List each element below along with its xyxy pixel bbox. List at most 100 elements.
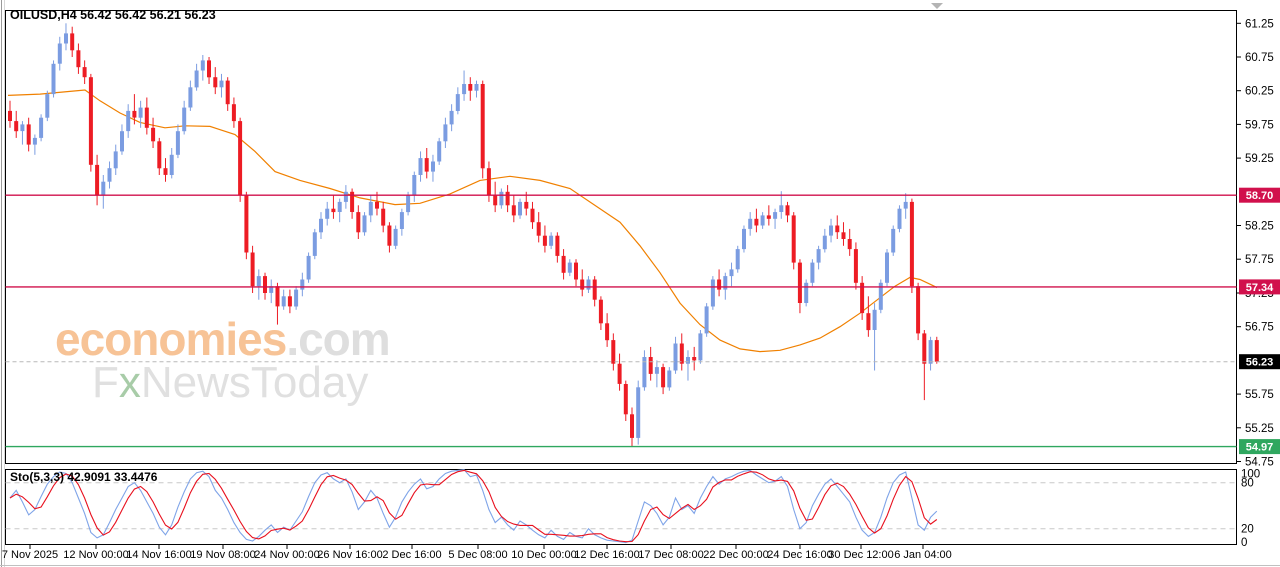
candle bbox=[213, 67, 218, 95]
candle bbox=[294, 286, 299, 310]
candle bbox=[710, 276, 715, 310]
candle bbox=[368, 195, 373, 223]
candle bbox=[126, 104, 131, 138]
candle bbox=[611, 333, 616, 371]
candle bbox=[343, 185, 348, 209]
svg-text:57.34: 57.34 bbox=[1246, 282, 1274, 294]
candle bbox=[518, 198, 522, 219]
stochastic-lines-layer bbox=[5, 469, 1237, 544]
candle bbox=[542, 225, 547, 253]
candle bbox=[325, 201, 330, 226]
horizontal-price-lines[interactable] bbox=[5, 194, 1237, 448]
candle bbox=[443, 117, 448, 148]
price-tick-label: 57.75 bbox=[1245, 254, 1274, 266]
candle bbox=[350, 188, 355, 219]
candle bbox=[244, 191, 249, 260]
price-axis[interactable]: 61.2560.7560.2559.7559.2558.2557.7557.25… bbox=[1237, 18, 1280, 469]
time-tick-label: 22 Dec 00:00 bbox=[703, 549, 768, 561]
candle bbox=[773, 208, 778, 229]
price-badge-58.70: 58.70 bbox=[1239, 187, 1280, 203]
candle bbox=[387, 222, 392, 253]
time-tick-label: 6 Jan 04:00 bbox=[894, 549, 952, 561]
price-tick-label: 55.75 bbox=[1245, 389, 1274, 401]
candle bbox=[26, 117, 31, 152]
price-badge-57.34: 57.34 bbox=[1239, 279, 1280, 295]
candle bbox=[642, 350, 647, 391]
candle bbox=[686, 350, 690, 381]
candle bbox=[623, 380, 628, 421]
main-chart-area[interactable] bbox=[5, 10, 1237, 464]
candle bbox=[816, 245, 821, 270]
candle bbox=[916, 282, 921, 341]
candle bbox=[437, 137, 442, 165]
candle bbox=[132, 94, 137, 125]
candle bbox=[704, 303, 709, 337]
candle bbox=[64, 23, 68, 51]
candle bbox=[661, 363, 666, 395]
candle bbox=[412, 171, 417, 202]
candle bbox=[14, 110, 19, 138]
time-tick-label: 19 Nov 08:00 bbox=[190, 549, 255, 561]
candle bbox=[163, 158, 168, 182]
candle bbox=[928, 336, 933, 371]
candle bbox=[934, 336, 939, 364]
candle bbox=[872, 303, 877, 371]
candle bbox=[742, 225, 746, 253]
candle bbox=[536, 212, 541, 243]
price-tick-label: 59.75 bbox=[1245, 119, 1274, 131]
candle bbox=[8, 100, 12, 128]
candle bbox=[698, 330, 703, 364]
stoch-axis-label: 100 bbox=[1241, 469, 1260, 481]
candle bbox=[717, 269, 722, 297]
candle bbox=[169, 148, 174, 179]
candle bbox=[175, 124, 180, 159]
candle bbox=[120, 124, 124, 155]
candle bbox=[431, 154, 435, 182]
stoch-d-line bbox=[9, 469, 938, 543]
candle bbox=[636, 380, 641, 445]
candles-layer bbox=[8, 23, 939, 447]
price-tick-label: 61.25 bbox=[1245, 18, 1274, 30]
candle bbox=[841, 222, 846, 246]
candle bbox=[231, 97, 236, 128]
time-tick-label: 30 Dec 12:00 bbox=[828, 549, 893, 561]
candle bbox=[45, 90, 50, 122]
candle bbox=[810, 259, 815, 287]
candle bbox=[567, 259, 572, 277]
candle bbox=[835, 215, 840, 239]
price-tick-label: 59.25 bbox=[1245, 153, 1274, 165]
price-tick-label: 56.75 bbox=[1245, 322, 1274, 334]
candle bbox=[530, 201, 535, 229]
moving-average-line bbox=[7, 89, 938, 353]
price-badge-54.97: 54.97 bbox=[1239, 439, 1280, 455]
candle bbox=[791, 212, 796, 270]
candle bbox=[748, 212, 753, 236]
candle bbox=[885, 249, 889, 287]
candle bbox=[474, 80, 479, 98]
candle bbox=[88, 73, 93, 172]
candle bbox=[207, 57, 211, 84]
candle bbox=[200, 55, 205, 81]
candle bbox=[151, 117, 156, 148]
stoch-axis-label: 0 bbox=[1241, 537, 1247, 549]
candle bbox=[822, 228, 827, 253]
candle bbox=[95, 154, 100, 206]
candle bbox=[754, 208, 759, 233]
candle bbox=[219, 73, 224, 98]
candle bbox=[785, 201, 790, 223]
candle bbox=[766, 205, 771, 226]
candle bbox=[70, 26, 75, 57]
candle bbox=[922, 330, 927, 401]
last-candle-marker-icon bbox=[931, 3, 943, 9]
candle bbox=[449, 104, 454, 132]
candle bbox=[679, 333, 684, 371]
stoch-k-line bbox=[9, 469, 938, 544]
svg-text:58.70: 58.70 bbox=[1246, 190, 1274, 202]
stochastic-panel[interactable] bbox=[5, 469, 1237, 545]
candle bbox=[648, 346, 653, 381]
candle bbox=[113, 144, 118, 175]
candle bbox=[194, 63, 199, 91]
candle bbox=[32, 134, 37, 155]
